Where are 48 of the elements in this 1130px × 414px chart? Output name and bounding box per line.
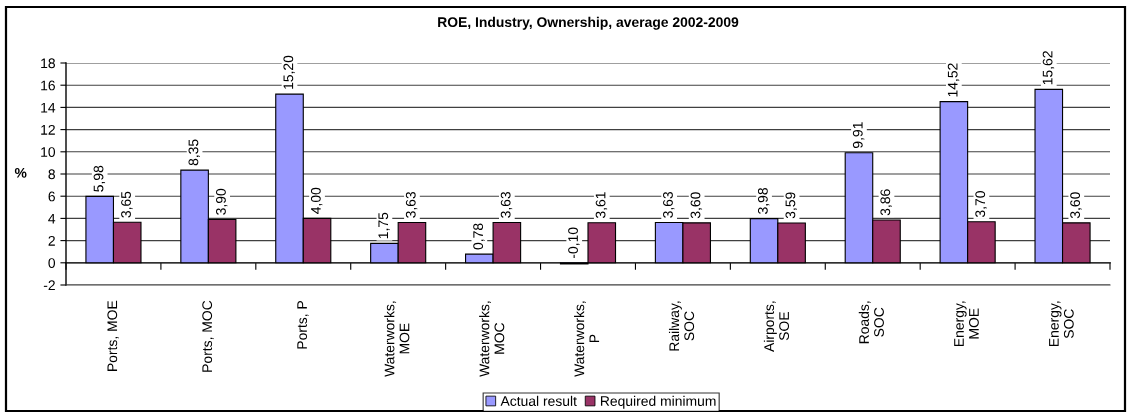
data-label: 3,63 bbox=[663, 191, 675, 218]
data-label: 15,20 bbox=[283, 55, 295, 89]
x-tick-label: Roads, SOC bbox=[858, 301, 884, 344]
data-label: 8,35 bbox=[188, 139, 200, 166]
x-tick-label: Waterworks, MOC bbox=[479, 301, 505, 377]
legend-label: Actual result bbox=[500, 395, 577, 406]
data-label: 5,98 bbox=[93, 165, 106, 192]
data-label: 14,52 bbox=[947, 63, 960, 97]
data-label: 3,60 bbox=[690, 192, 703, 219]
y-tick-label: 12 bbox=[41, 124, 55, 135]
data-label: 3,90 bbox=[216, 188, 228, 215]
data-label: 15,62 bbox=[1042, 51, 1055, 85]
data-label: 3,98 bbox=[757, 188, 770, 214]
data-label: 3,86 bbox=[880, 189, 892, 216]
y-tick-label: 10 bbox=[41, 147, 56, 157]
legend-label: Required minimum bbox=[600, 395, 716, 409]
y-tick-label: 4 bbox=[48, 213, 56, 224]
data-label: -0,10 bbox=[568, 227, 580, 259]
data-label: 1,75 bbox=[378, 212, 390, 239]
chart-title: ROE, Industry, Ownership, average 2002-2009 bbox=[438, 16, 739, 30]
data-label: 3,60 bbox=[1070, 192, 1082, 219]
y-axis-title: % bbox=[14, 167, 27, 178]
data-label: 0,78 bbox=[473, 223, 485, 250]
x-tick-label: Energy, MOE bbox=[954, 301, 979, 346]
y-tick-label: 18 bbox=[41, 58, 55, 69]
data-label: 3,70 bbox=[975, 191, 987, 218]
x-tick-label: Airports, SOE bbox=[763, 301, 790, 352]
x-tick-label: Railway, SOC bbox=[668, 301, 695, 351]
data-label: 3,65 bbox=[121, 191, 133, 218]
x-tick-label: Energy, SOC bbox=[1049, 301, 1074, 346]
data-label: 3,59 bbox=[785, 192, 797, 219]
y-tick-label: 8 bbox=[48, 169, 55, 180]
data-label: 3,61 bbox=[595, 192, 608, 219]
data-label: 9,91 bbox=[852, 122, 865, 148]
data-label: 3,63 bbox=[500, 191, 513, 218]
y-tick-label: 16 bbox=[41, 80, 55, 91]
data-label: 4,00 bbox=[310, 187, 323, 214]
x-tick-label: Ports, MOC bbox=[202, 300, 214, 372]
y-tick-label: -2 bbox=[43, 280, 55, 291]
x-tick-label: Ports, MOE bbox=[107, 300, 119, 371]
y-tick-label: 0 bbox=[48, 258, 56, 268]
y-tick-label: 6 bbox=[48, 191, 55, 202]
y-tick-label: 14 bbox=[41, 102, 56, 113]
x-tick-label: Ports, P bbox=[297, 301, 309, 349]
y-tick-label: 2 bbox=[48, 235, 55, 246]
x-tick-label: Waterworks, P bbox=[574, 301, 600, 377]
data-label: 3,63 bbox=[405, 191, 418, 218]
x-tick-label: Waterworks, MOE bbox=[384, 301, 410, 377]
